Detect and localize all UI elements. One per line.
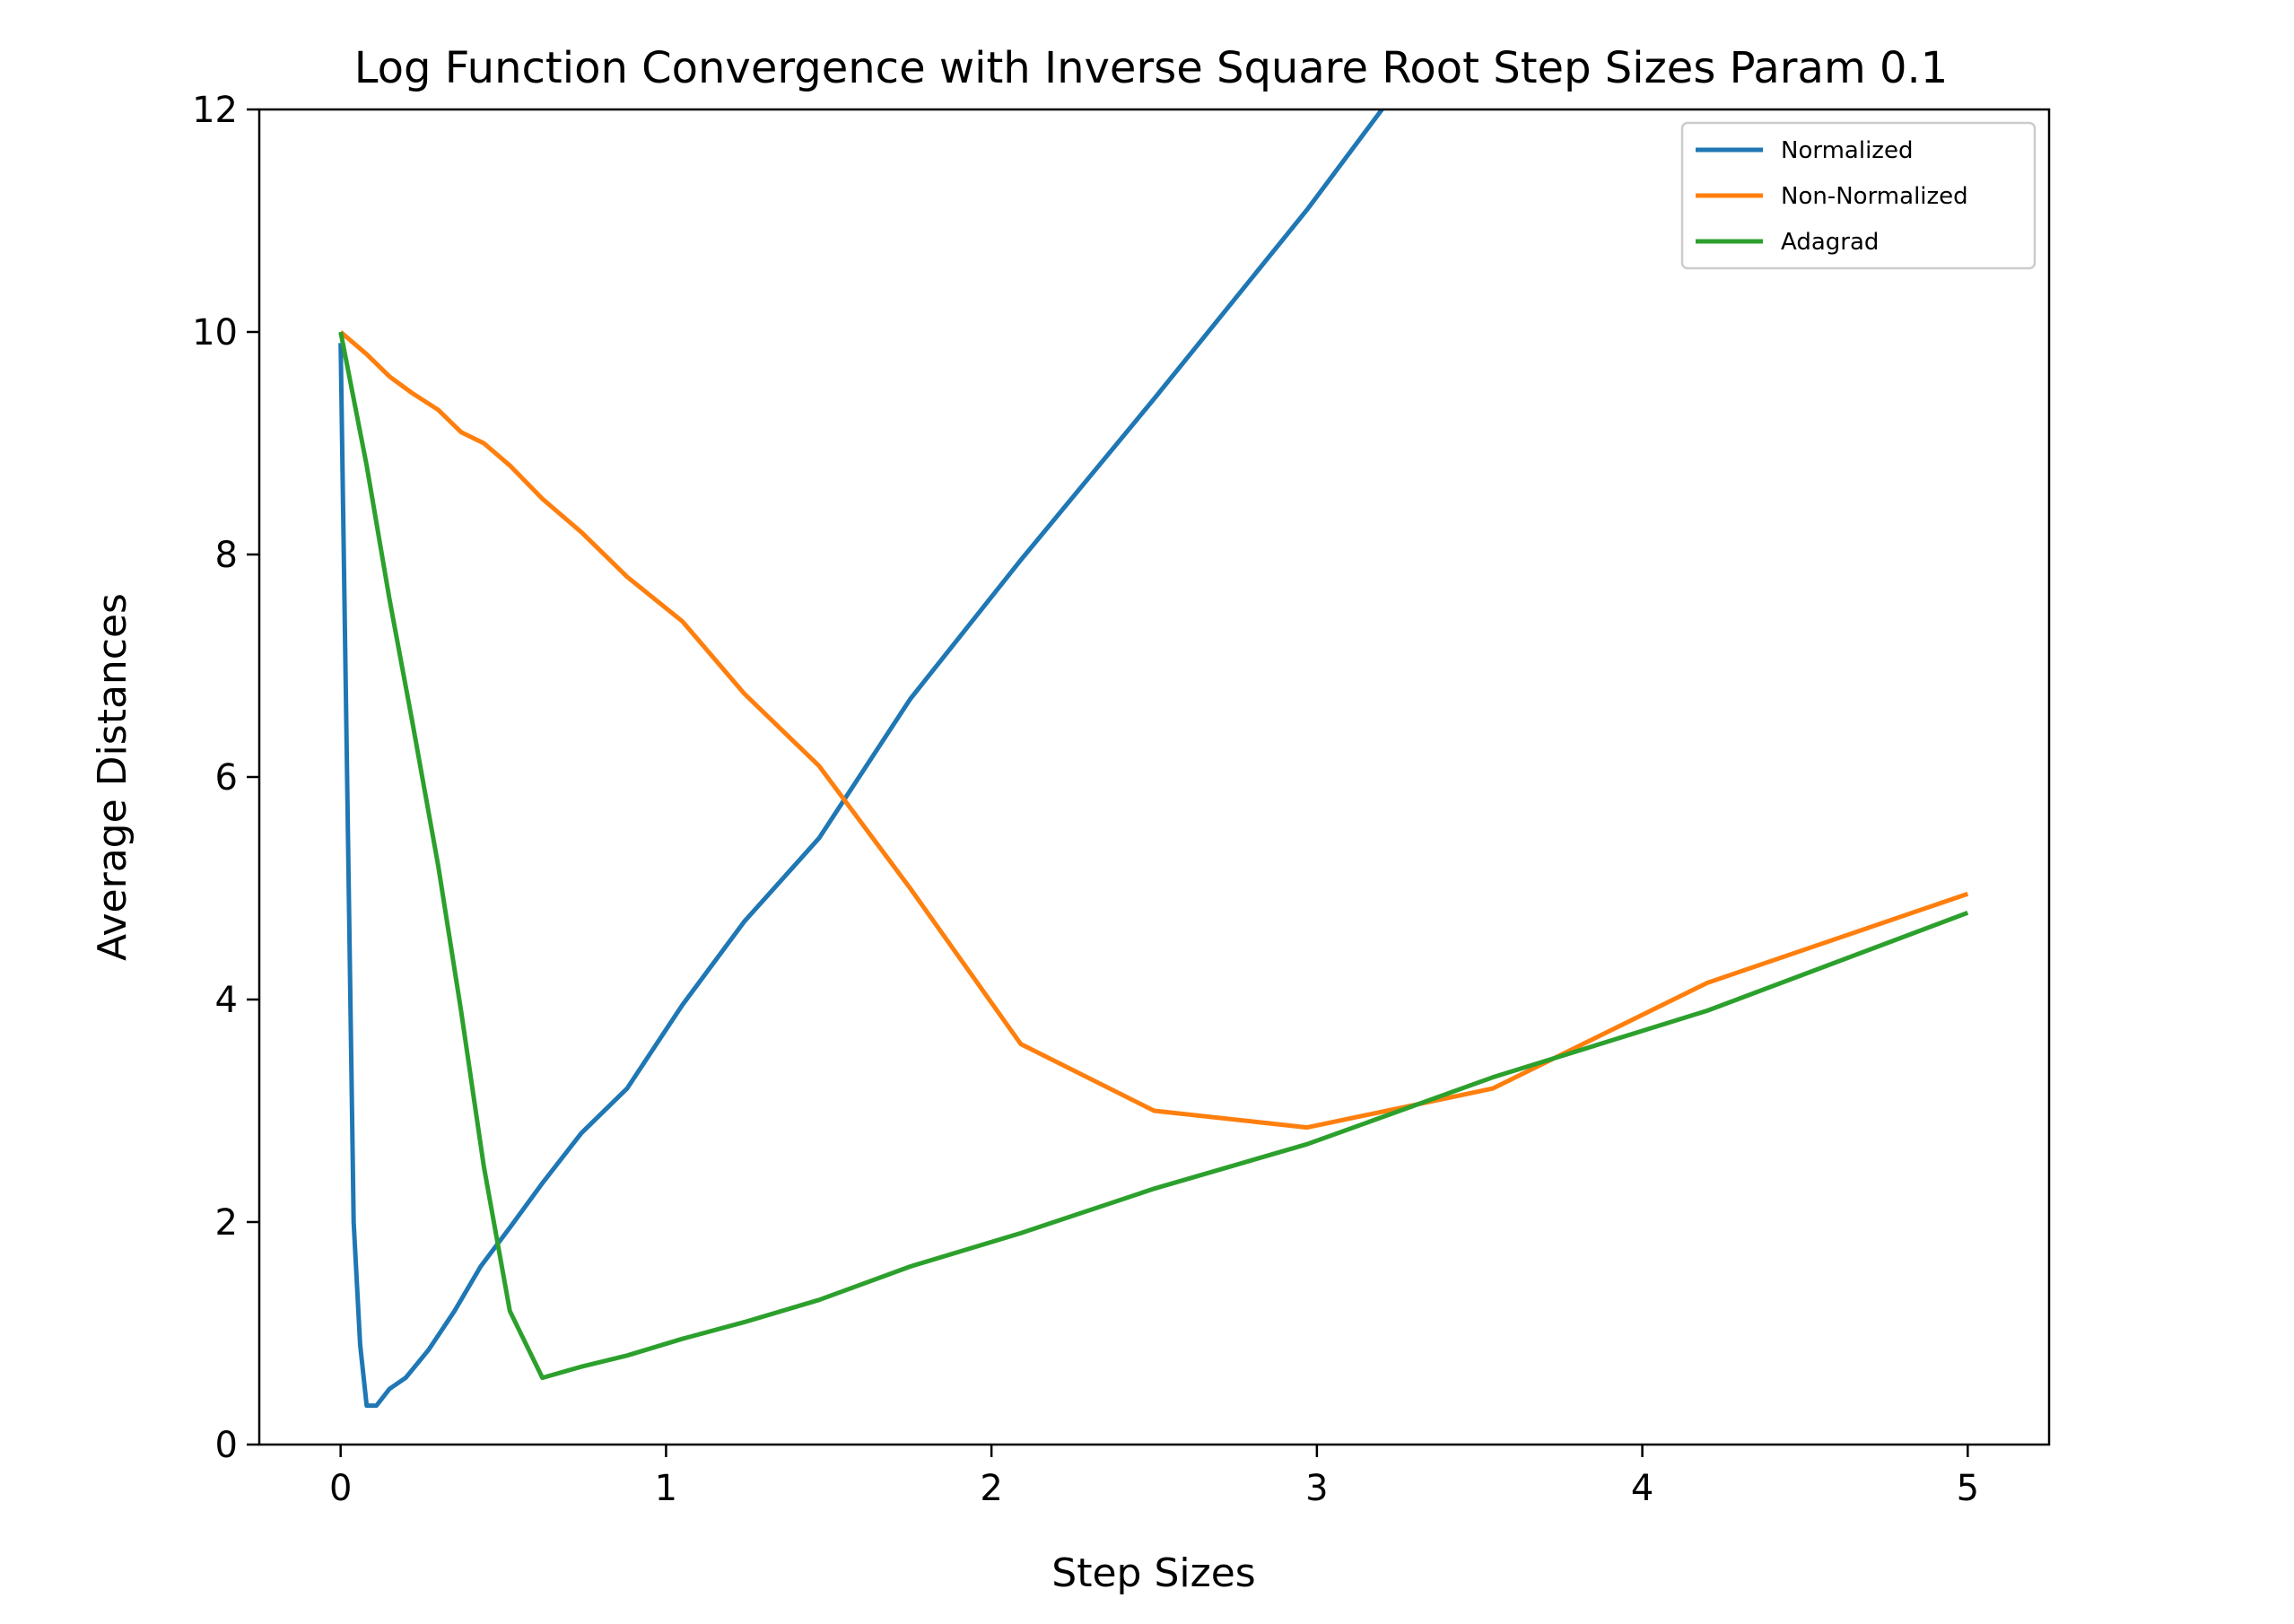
y-axis-ticks: 0 2 4 6 8 10 12: [192, 90, 259, 1466]
y-tick-label: 12: [192, 90, 238, 131]
series-line-normalized: [338, 109, 1384, 1409]
y-tick-label: 0: [215, 1425, 238, 1466]
x-tick-label: 0: [329, 1468, 352, 1509]
y-axis-label: Average Distances: [90, 593, 135, 961]
legend-box: [1680, 121, 2037, 270]
chart-title: Log Function Convergence with Inverse Sq…: [354, 43, 1949, 93]
x-tick-label: 3: [1305, 1468, 1328, 1509]
legend-label-non-normalized: Non-Normalized: [1781, 183, 1968, 210]
x-tick-label: 4: [1631, 1468, 1653, 1509]
legend: Normalized Non-Normalized Adagrad: [1680, 121, 2037, 270]
x-tick-label: 5: [1957, 1468, 1979, 1509]
x-axis-label: Step Sizes: [1051, 1550, 1255, 1596]
x-tick-label: 2: [980, 1468, 1002, 1509]
y-tick-label: 8: [215, 535, 238, 576]
y-tick-label: 2: [215, 1202, 238, 1244]
series-layer: [338, 109, 1969, 1409]
legend-label-adagrad: Adagrad: [1781, 229, 1879, 256]
x-tick-label: 1: [655, 1468, 677, 1509]
x-axis-ticks: 0 1 2 3 4 5: [329, 1445, 1979, 1509]
legend-label-normalized: Normalized: [1781, 137, 1913, 164]
y-tick-label: 6: [215, 757, 238, 799]
series-line-non-normalized: [339, 330, 1969, 1131]
y-tick-label: 4: [215, 980, 238, 1021]
y-tick-label: 10: [192, 312, 238, 354]
series-line-adagrad: [338, 331, 1969, 1381]
